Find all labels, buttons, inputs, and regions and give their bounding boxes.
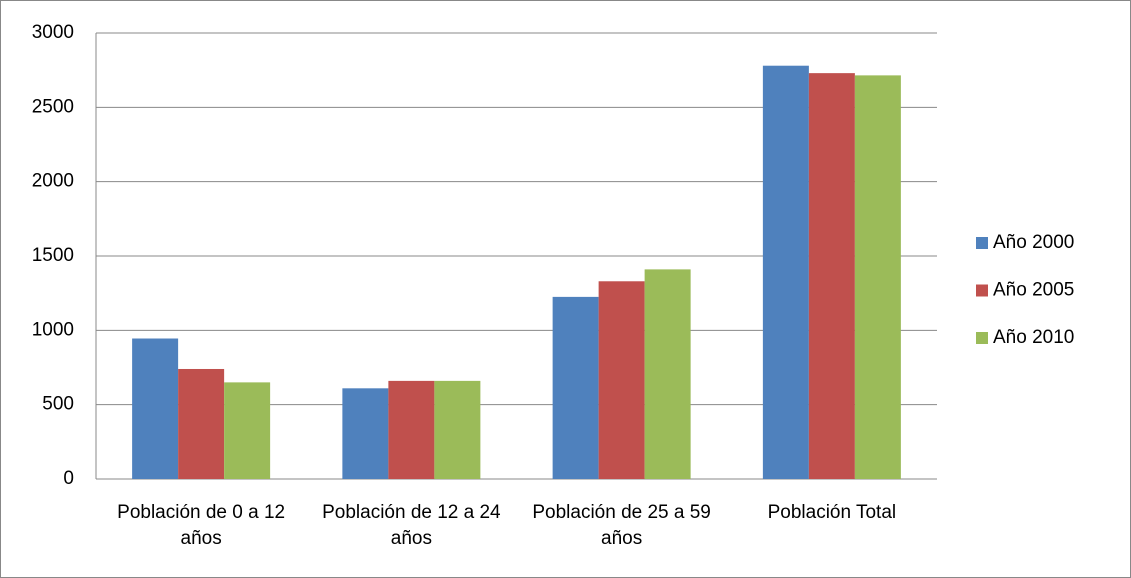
- bar: [552, 296, 599, 479]
- bar: [388, 380, 435, 479]
- bar: [342, 388, 389, 479]
- legend-swatch: [976, 332, 988, 344]
- bar: [434, 380, 481, 479]
- y-tick-label: 2000: [32, 171, 74, 192]
- x-tick-label: Población de 25 a 59 años: [532, 502, 711, 549]
- bar: [178, 368, 225, 479]
- bar: [224, 382, 271, 479]
- bar: [762, 65, 809, 479]
- bar: [644, 269, 691, 479]
- legend-label: Año 2000: [993, 232, 1074, 253]
- y-tick-label: 500: [42, 394, 74, 415]
- x-tick-label: Población Total: [767, 502, 897, 523]
- y-tick-label: 0: [63, 468, 74, 489]
- y-tick-label: 1500: [32, 245, 74, 266]
- bar: [854, 75, 901, 480]
- y-tick-label: 3000: [32, 22, 74, 43]
- y-tick-label: 1000: [32, 319, 74, 340]
- x-tick-label: Población de 12 a 24 años: [322, 502, 501, 549]
- legend-swatch: [976, 237, 988, 249]
- bar: [132, 338, 179, 479]
- bar: [598, 281, 645, 479]
- legend-label: Año 2010: [993, 327, 1074, 348]
- legend-swatch: [976, 284, 988, 297]
- legend-label: Año 2005: [993, 280, 1074, 301]
- bar: [808, 73, 855, 479]
- x-tick-label: Población de 0 a 12 años: [117, 502, 286, 549]
- y-tick-label: 2500: [32, 96, 74, 117]
